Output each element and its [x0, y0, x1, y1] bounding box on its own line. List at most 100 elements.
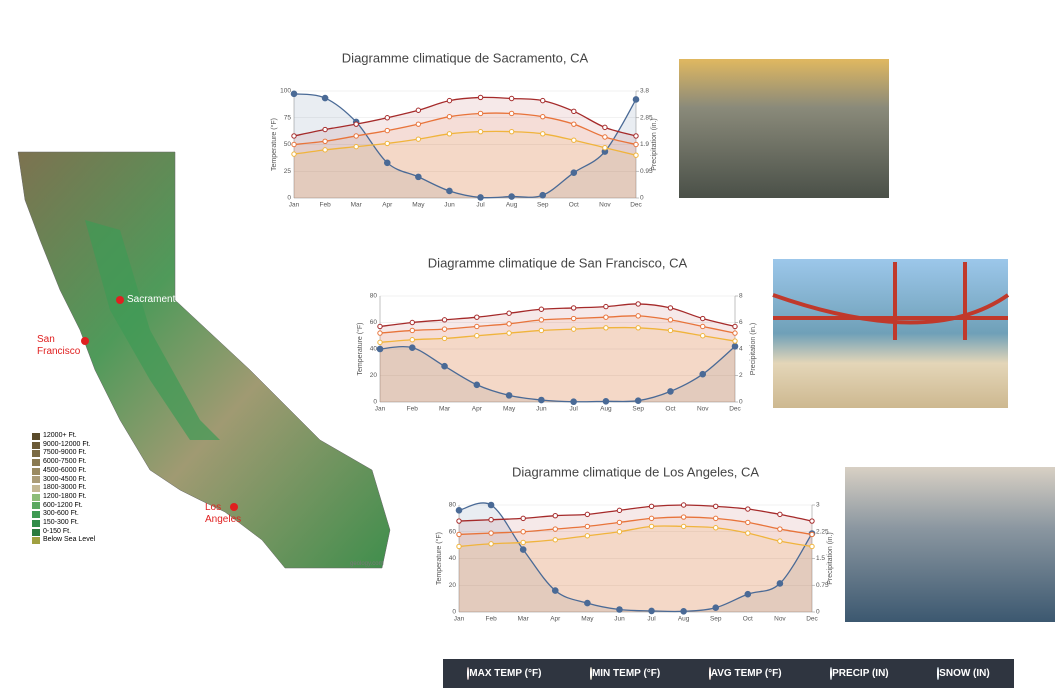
data-point — [291, 151, 297, 157]
data-point — [540, 97, 546, 104]
elevation-swatch — [32, 441, 40, 449]
data-point — [777, 526, 783, 532]
valley — [85, 220, 220, 440]
data-point — [633, 133, 639, 139]
y-tick-label: 25 — [284, 168, 292, 175]
data-point — [732, 330, 738, 336]
x-tick-label: Feb — [319, 202, 331, 209]
y2-tick-label: 1.9 — [640, 141, 649, 148]
y2-tick-label: 2.25 — [816, 528, 829, 535]
x-tick-label: Aug — [600, 406, 612, 413]
data-point — [745, 530, 751, 536]
data-point — [353, 121, 359, 127]
data-point — [508, 193, 515, 200]
y2-tick-label: 0 — [739, 399, 743, 406]
data-point — [487, 501, 495, 509]
data-point — [441, 335, 448, 342]
data-point — [603, 314, 609, 320]
y-tick-label: 0 — [373, 399, 377, 406]
data-point — [377, 330, 383, 336]
area-fill — [294, 113, 636, 198]
data-point — [474, 333, 480, 339]
elevation-swatch — [32, 458, 40, 466]
data-point — [474, 323, 480, 330]
y-tick-label: 0 — [452, 609, 456, 616]
chart-title: Diagramme climatique de San Francisco, C… — [428, 255, 688, 270]
data-point — [473, 381, 481, 389]
elevation-label: 1200-1800 Ft. — [43, 492, 87, 500]
area-fill — [294, 93, 636, 198]
y2-tick-label: 6 — [739, 319, 743, 326]
data-point — [570, 169, 578, 176]
data-point — [584, 533, 591, 539]
elevation-row: 4500-6000 Ft. — [32, 467, 95, 476]
elevation-row: 6000-7500 Ft. — [32, 458, 95, 467]
data-point — [552, 537, 558, 543]
elevation-swatch — [32, 450, 40, 458]
x-tick-label: Sep — [632, 406, 644, 413]
legend-item: MAX TEMP (°F) — [467, 667, 541, 680]
data-point — [680, 607, 687, 615]
elevation-row: 600-1200 Ft. — [32, 502, 95, 511]
data-point — [635, 301, 641, 307]
data-point — [648, 503, 655, 510]
data-point — [456, 531, 462, 538]
x-tick-label: Jul — [647, 616, 656, 623]
elevation-row: 7500-9000 Ft. — [32, 449, 95, 458]
y2-axis-label: Precipitation (in.) — [750, 323, 757, 376]
city-dot — [116, 296, 124, 304]
y2-tick-label: 3.8 — [640, 88, 649, 95]
x-tick-label: Aug — [678, 616, 690, 623]
data-point — [571, 121, 577, 127]
data-point — [415, 136, 422, 142]
elevation-swatch — [32, 537, 40, 545]
x-tick-label: Mar — [518, 616, 530, 623]
elevation-swatch — [32, 519, 40, 527]
x-tick-label: Feb — [485, 616, 497, 623]
x-tick-label: Dec — [630, 202, 642, 209]
area-fill — [459, 502, 812, 612]
y-tick-label: 40 — [370, 346, 378, 353]
elevation-label: 150-300 Ft. — [43, 519, 79, 527]
chart-title: Diagramme climatique de Los Angeles, CA — [512, 464, 759, 479]
data-point — [634, 397, 642, 404]
data-point — [648, 515, 655, 522]
data-point — [415, 173, 422, 181]
data-point — [680, 523, 687, 530]
data-point — [446, 187, 453, 195]
data-point — [383, 159, 391, 167]
x-tick-label: Jul — [569, 406, 578, 413]
x-tick-label: Apr — [550, 616, 561, 623]
photo-los-angeles — [845, 467, 1055, 622]
y2-tick-label: 4 — [739, 346, 743, 353]
y2-tick-label: 2.85 — [640, 114, 653, 121]
data-point — [539, 191, 547, 199]
x-tick-label: Mar — [351, 202, 363, 209]
x-tick-label: Oct — [743, 616, 753, 623]
area-fill — [294, 131, 636, 198]
data-point — [384, 115, 390, 121]
data-point — [667, 388, 674, 395]
data-point — [322, 138, 328, 144]
data-point — [446, 113, 453, 120]
data-point — [570, 398, 577, 406]
y-tick-label: 20 — [370, 372, 378, 379]
elevation-label: 300-600 Ft. — [43, 510, 79, 518]
y-tick-label: 20 — [449, 582, 457, 589]
area-fill — [380, 327, 735, 402]
data-point — [508, 110, 515, 117]
data-point — [505, 392, 513, 399]
data-point — [552, 526, 558, 532]
data-point — [376, 345, 384, 353]
elevation-label: Below Sea Level — [43, 536, 96, 544]
elevation-row: 1800-3000 Ft. — [32, 484, 95, 493]
data-point — [713, 515, 719, 522]
data-point — [632, 96, 640, 103]
data-point — [744, 590, 752, 598]
data-point — [667, 327, 674, 334]
data-point — [322, 126, 328, 133]
data-point — [377, 323, 383, 330]
data-point — [584, 523, 591, 530]
y-tick-label: 80 — [370, 293, 378, 300]
